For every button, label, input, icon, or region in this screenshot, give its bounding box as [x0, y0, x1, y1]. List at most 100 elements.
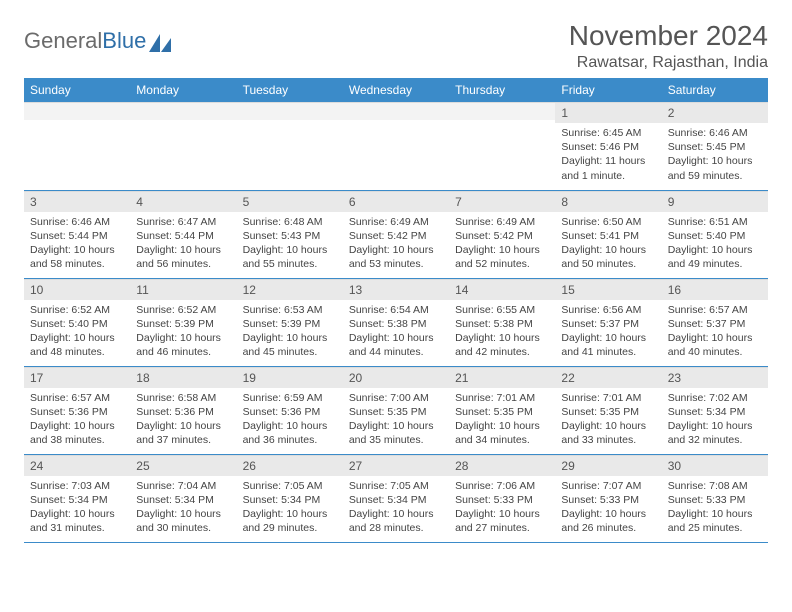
sunrise-text: Sunrise: 6:59 AM [243, 391, 337, 405]
sunset-text: Sunset: 5:33 PM [561, 493, 655, 507]
sunset-text: Sunset: 5:36 PM [243, 405, 337, 419]
sunset-text: Sunset: 5:37 PM [561, 317, 655, 331]
day-details: Sunrise: 7:08 AMSunset: 5:33 PMDaylight:… [662, 476, 768, 540]
sunset-text: Sunset: 5:38 PM [349, 317, 443, 331]
day-details: Sunrise: 7:03 AMSunset: 5:34 PMDaylight:… [24, 476, 130, 540]
day-details: Sunrise: 6:49 AMSunset: 5:42 PMDaylight:… [343, 212, 449, 276]
day-number: 7 [449, 191, 555, 212]
sunset-text: Sunset: 5:34 PM [136, 493, 230, 507]
calendar-cell: 29Sunrise: 7:07 AMSunset: 5:33 PMDayligh… [555, 454, 661, 542]
calendar-cell: 6Sunrise: 6:49 AMSunset: 5:42 PMDaylight… [343, 190, 449, 278]
calendar-cell: 19Sunrise: 6:59 AMSunset: 5:36 PMDayligh… [237, 366, 343, 454]
sunset-text: Sunset: 5:45 PM [668, 140, 762, 154]
daylight-text: Daylight: 10 hours and 30 minutes. [136, 507, 230, 535]
day-number: 23 [662, 367, 768, 388]
daylight-text: Daylight: 10 hours and 44 minutes. [349, 331, 443, 359]
daylight-text: Daylight: 10 hours and 35 minutes. [349, 419, 443, 447]
day-header: Tuesday [237, 78, 343, 102]
sunset-text: Sunset: 5:39 PM [136, 317, 230, 331]
sunset-text: Sunset: 5:36 PM [136, 405, 230, 419]
daylight-text: Daylight: 10 hours and 29 minutes. [243, 507, 337, 535]
sunset-text: Sunset: 5:44 PM [136, 229, 230, 243]
calendar-cell: 22Sunrise: 7:01 AMSunset: 5:35 PMDayligh… [555, 366, 661, 454]
day-number: 18 [130, 367, 236, 388]
sail-icon [149, 32, 171, 50]
daylight-text: Daylight: 10 hours and 38 minutes. [30, 419, 124, 447]
daylight-text: Daylight: 10 hours and 41 minutes. [561, 331, 655, 359]
sunset-text: Sunset: 5:41 PM [561, 229, 655, 243]
daylight-text: Daylight: 10 hours and 42 minutes. [455, 331, 549, 359]
daylight-text: Daylight: 10 hours and 27 minutes. [455, 507, 549, 535]
sunrise-text: Sunrise: 6:58 AM [136, 391, 230, 405]
daylight-text: Daylight: 10 hours and 25 minutes. [668, 507, 762, 535]
daylight-text: Daylight: 10 hours and 33 minutes. [561, 419, 655, 447]
day-details: Sunrise: 6:54 AMSunset: 5:38 PMDaylight:… [343, 300, 449, 364]
day-header: Wednesday [343, 78, 449, 102]
sunrise-text: Sunrise: 7:01 AM [455, 391, 549, 405]
sunset-text: Sunset: 5:42 PM [349, 229, 443, 243]
day-details: Sunrise: 6:57 AMSunset: 5:37 PMDaylight:… [662, 300, 768, 364]
sunset-text: Sunset: 5:34 PM [243, 493, 337, 507]
daylight-text: Daylight: 10 hours and 55 minutes. [243, 243, 337, 271]
sunset-text: Sunset: 5:43 PM [243, 229, 337, 243]
header: GeneralBlue November 2024 Rawatsar, Raja… [24, 20, 768, 72]
logo-text-gray: General [24, 28, 102, 54]
day-number: 4 [130, 191, 236, 212]
calendar-cell [449, 102, 555, 190]
calendar-cell [343, 102, 449, 190]
daylight-text: Daylight: 10 hours and 40 minutes. [668, 331, 762, 359]
day-number: 26 [237, 455, 343, 476]
sunrise-text: Sunrise: 7:00 AM [349, 391, 443, 405]
day-number [237, 102, 343, 120]
day-details: Sunrise: 6:46 AMSunset: 5:44 PMDaylight:… [24, 212, 130, 276]
calendar-cell: 8Sunrise: 6:50 AMSunset: 5:41 PMDaylight… [555, 190, 661, 278]
sunrise-text: Sunrise: 7:02 AM [668, 391, 762, 405]
daylight-text: Daylight: 10 hours and 50 minutes. [561, 243, 655, 271]
calendar-cell: 28Sunrise: 7:06 AMSunset: 5:33 PMDayligh… [449, 454, 555, 542]
calendar-row: 10Sunrise: 6:52 AMSunset: 5:40 PMDayligh… [24, 278, 768, 366]
day-number: 1 [555, 102, 661, 123]
sunset-text: Sunset: 5:37 PM [668, 317, 762, 331]
calendar-row: 1Sunrise: 6:45 AMSunset: 5:46 PMDaylight… [24, 102, 768, 190]
sunset-text: Sunset: 5:34 PM [668, 405, 762, 419]
day-number: 11 [130, 279, 236, 300]
daylight-text: Daylight: 10 hours and 26 minutes. [561, 507, 655, 535]
day-header: Thursday [449, 78, 555, 102]
sunrise-text: Sunrise: 6:53 AM [243, 303, 337, 317]
day-details: Sunrise: 7:04 AMSunset: 5:34 PMDaylight:… [130, 476, 236, 540]
sunrise-text: Sunrise: 6:52 AM [136, 303, 230, 317]
sunrise-text: Sunrise: 6:51 AM [668, 215, 762, 229]
sunrise-text: Sunrise: 6:52 AM [30, 303, 124, 317]
day-header: Friday [555, 78, 661, 102]
title-block: November 2024 Rawatsar, Rajasthan, India [569, 20, 768, 72]
calendar-cell: 13Sunrise: 6:54 AMSunset: 5:38 PMDayligh… [343, 278, 449, 366]
sunrise-text: Sunrise: 7:06 AM [455, 479, 549, 493]
daylight-text: Daylight: 10 hours and 36 minutes. [243, 419, 337, 447]
day-details: Sunrise: 6:57 AMSunset: 5:36 PMDaylight:… [24, 388, 130, 452]
sunset-text: Sunset: 5:33 PM [668, 493, 762, 507]
day-number: 5 [237, 191, 343, 212]
day-header-row: Sunday Monday Tuesday Wednesday Thursday… [24, 78, 768, 102]
sunset-text: Sunset: 5:40 PM [668, 229, 762, 243]
daylight-text: Daylight: 10 hours and 45 minutes. [243, 331, 337, 359]
day-number: 17 [24, 367, 130, 388]
calendar-row: 3Sunrise: 6:46 AMSunset: 5:44 PMDaylight… [24, 190, 768, 278]
day-details: Sunrise: 6:49 AMSunset: 5:42 PMDaylight:… [449, 212, 555, 276]
sunset-text: Sunset: 5:40 PM [30, 317, 124, 331]
day-number: 27 [343, 455, 449, 476]
day-number: 8 [555, 191, 661, 212]
sunset-text: Sunset: 5:35 PM [349, 405, 443, 419]
day-details: Sunrise: 6:59 AMSunset: 5:36 PMDaylight:… [237, 388, 343, 452]
day-header: Sunday [24, 78, 130, 102]
sunset-text: Sunset: 5:38 PM [455, 317, 549, 331]
sunrise-text: Sunrise: 6:49 AM [455, 215, 549, 229]
sunrise-text: Sunrise: 6:47 AM [136, 215, 230, 229]
day-number: 30 [662, 455, 768, 476]
calendar-row: 24Sunrise: 7:03 AMSunset: 5:34 PMDayligh… [24, 454, 768, 542]
sunrise-text: Sunrise: 6:57 AM [668, 303, 762, 317]
day-number: 2 [662, 102, 768, 123]
day-details: Sunrise: 7:02 AMSunset: 5:34 PMDaylight:… [662, 388, 768, 452]
calendar-cell: 27Sunrise: 7:05 AMSunset: 5:34 PMDayligh… [343, 454, 449, 542]
day-header: Monday [130, 78, 236, 102]
day-details: Sunrise: 7:00 AMSunset: 5:35 PMDaylight:… [343, 388, 449, 452]
